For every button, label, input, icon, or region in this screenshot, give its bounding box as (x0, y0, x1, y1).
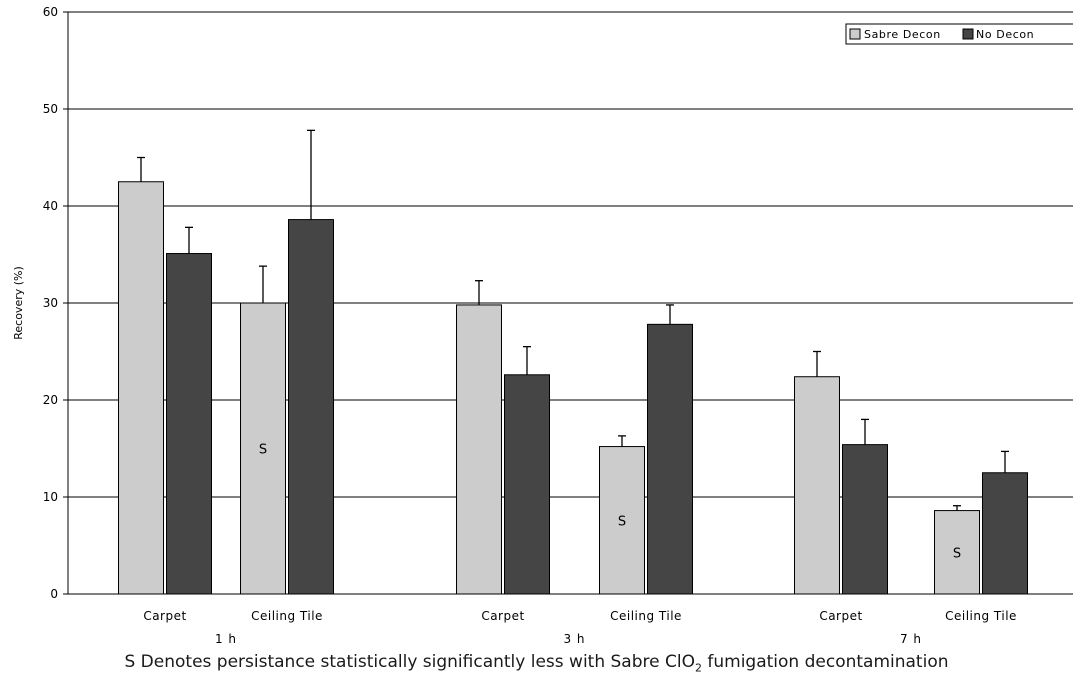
significance-marker: S (953, 546, 961, 561)
y-tick-label: 20 (43, 393, 58, 407)
bar-no-decon (842, 444, 888, 595)
y-axis-label: Recovery (%) (12, 266, 25, 340)
y-tick-label: 40 (43, 199, 58, 213)
bar-chart: 0 10 20 30 40 50 60 Recovery (%) Carpet S Ceiling … (12, 5, 1073, 646)
x-group-label: 3 h (563, 632, 585, 646)
x-category-label: Carpet (819, 609, 862, 623)
x-group-label: 7 h (900, 632, 922, 646)
y-tick-label: 50 (43, 102, 58, 116)
bar-no-decon (504, 374, 550, 595)
x-category-label: Ceiling Tile (251, 609, 323, 623)
bar-sabre-decon (118, 181, 164, 595)
bar-sabre-decon (599, 446, 645, 595)
bar-no-decon (288, 219, 334, 595)
y-tick-label: 0 (50, 587, 58, 601)
legend-swatch-sabre-decon (849, 28, 861, 40)
bar-sabre-decon (456, 304, 502, 595)
significance-marker: S (259, 443, 267, 458)
x-category-label: Ceiling Tile (610, 609, 682, 623)
bar-no-decon (982, 472, 1028, 595)
y-tick-label: 60 (43, 5, 58, 19)
footnote-text-end: fumigation decontamination (701, 652, 949, 672)
bar-sabre-decon (934, 510, 980, 595)
legend-swatch-no-decon (962, 28, 974, 40)
footnote-subscript: 2 (694, 661, 702, 675)
x-category-label: Carpet (481, 609, 524, 623)
legend-label-sabre-decon: Sabre Decon (864, 28, 941, 41)
legend-label-no-decon: No Decon (976, 28, 1034, 41)
y-tick-label: 10 (43, 490, 58, 504)
bar-sabre-decon (794, 376, 840, 595)
x-category-label: Ceiling Tile (945, 609, 1017, 623)
footnote-text: S Denotes persistance statistically sign… (124, 652, 695, 672)
x-group-label: 1 h (215, 632, 237, 646)
x-category-label: Carpet (143, 609, 186, 623)
y-tick-label: 30 (43, 296, 58, 310)
footnote: S Denotes persistance statistically sign… (0, 652, 1073, 674)
bar-no-decon (647, 323, 693, 595)
significance-marker: S (618, 514, 626, 529)
bar-no-decon (166, 253, 212, 595)
legend-box (845, 23, 1073, 45)
